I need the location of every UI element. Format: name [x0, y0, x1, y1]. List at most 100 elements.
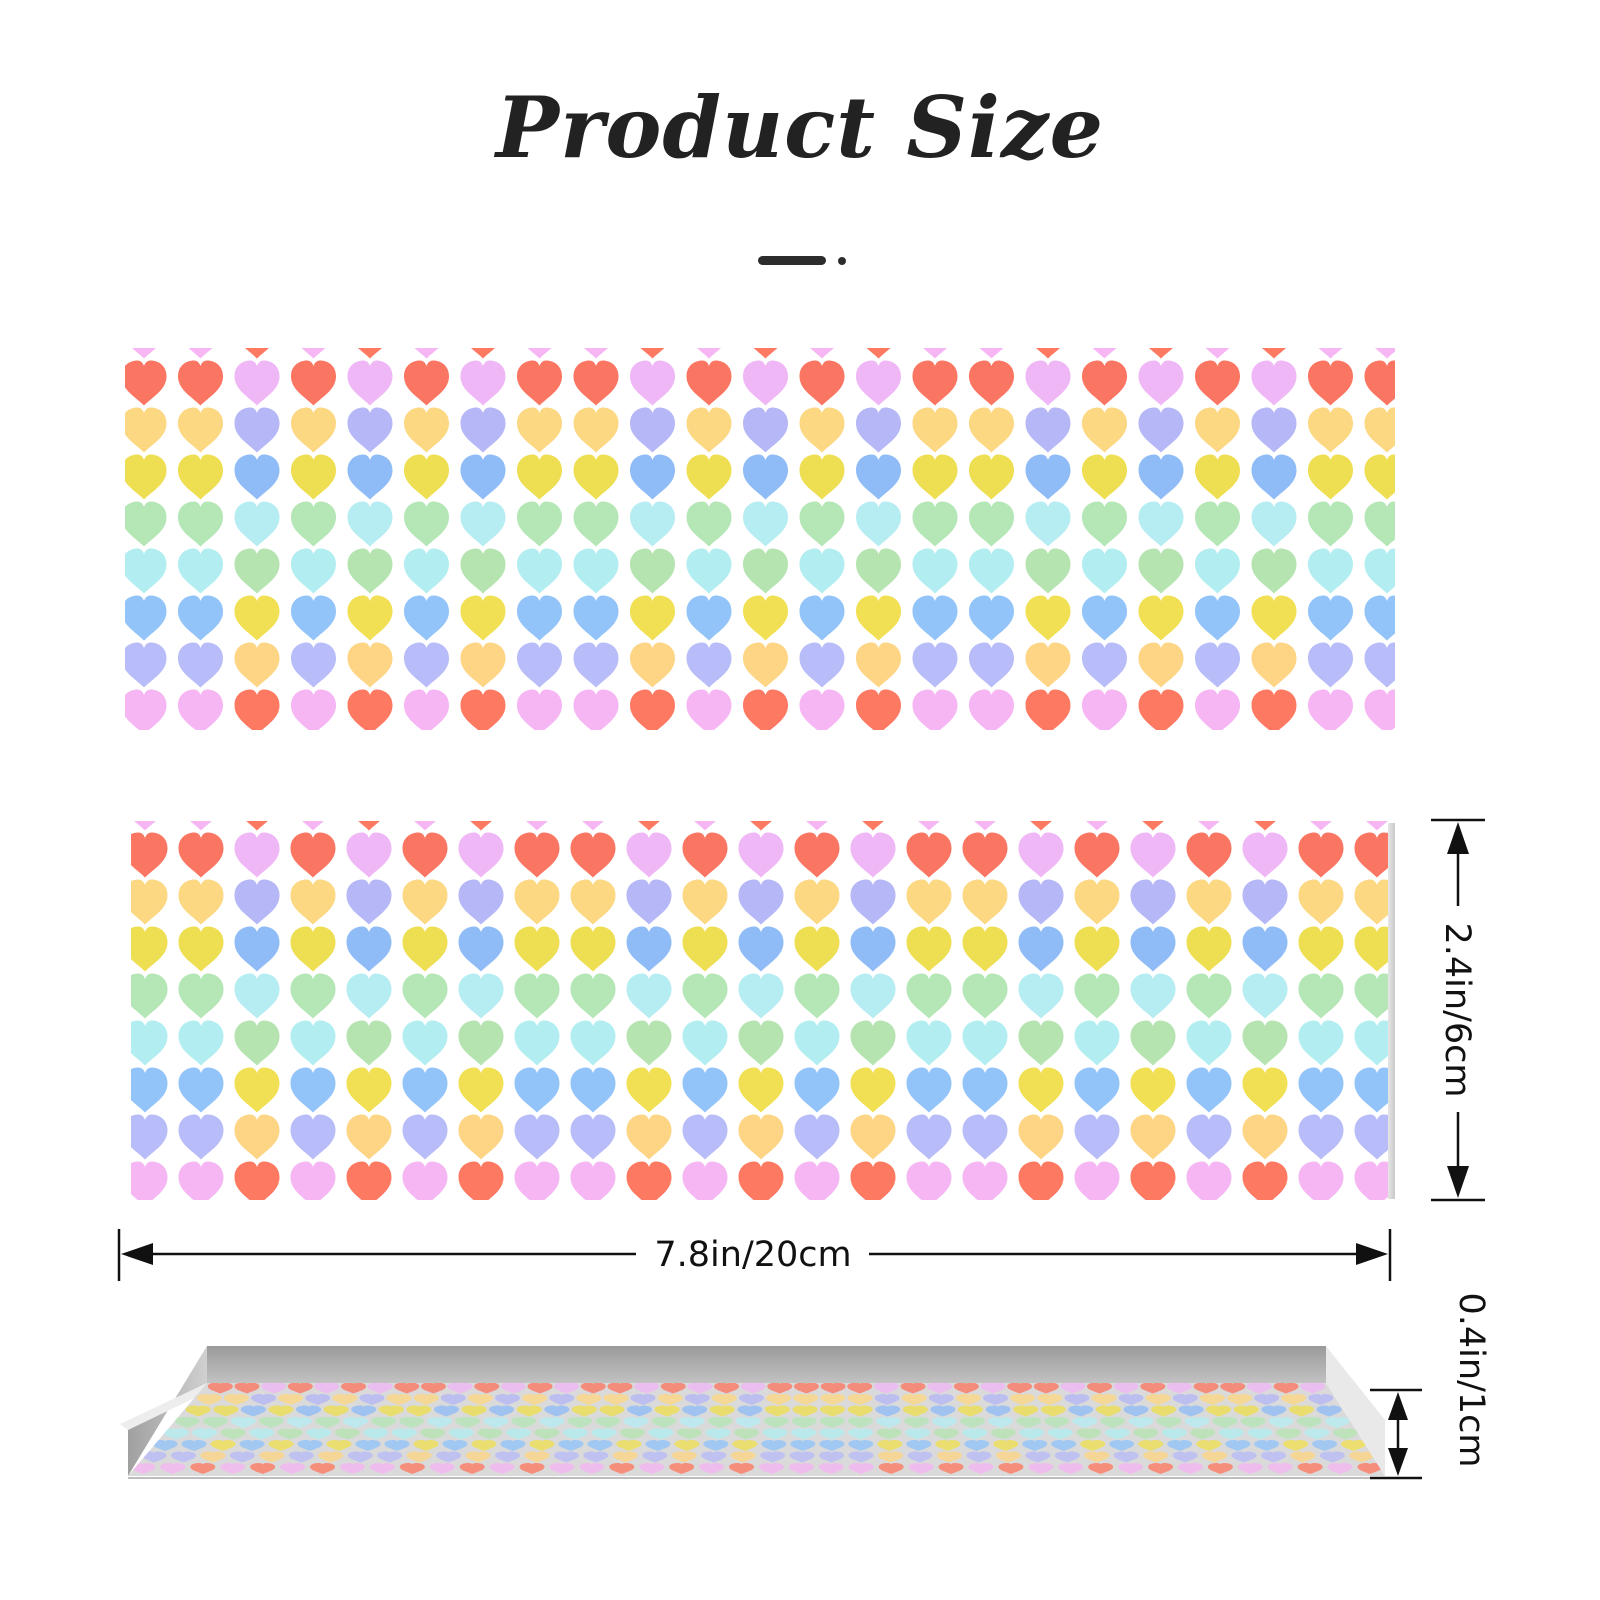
pattern-heart: [460, 689, 506, 730]
pattern-heart: [912, 595, 958, 641]
pattern-heart: [856, 548, 901, 594]
pattern-heart: [514, 926, 560, 972]
pattern-heart: [460, 642, 506, 688]
floor-heart: [413, 1394, 439, 1405]
pattern-heart: [1364, 501, 1395, 547]
floor-heart: [1138, 1440, 1164, 1451]
floor-heart: [529, 1440, 555, 1451]
floor-heart: [1319, 1451, 1345, 1463]
pattern-heart: [969, 548, 1014, 594]
pattern-heart: [514, 1020, 560, 1066]
floor-heart: [701, 1451, 727, 1463]
pattern-heart: [640, 348, 665, 359]
pattern-heart: [573, 595, 619, 641]
pattern-heart: [856, 454, 901, 500]
pattern-heart: [738, 926, 784, 972]
pattern-heart: [460, 407, 506, 453]
pattern-heart: [570, 832, 616, 878]
floor-heart: [737, 1405, 763, 1417]
pattern-heart: [850, 926, 896, 972]
floor-heart: [1349, 1451, 1375, 1463]
floor-heart: [1022, 1440, 1048, 1451]
pattern-heart: [1138, 407, 1184, 453]
floor-heart: [878, 1463, 904, 1474]
pattern-heart: [1195, 548, 1240, 594]
floor-heart: [645, 1440, 671, 1451]
pattern-heart: [1130, 973, 1176, 1019]
pattern-heart: [856, 501, 901, 547]
floor-heart: [369, 1463, 395, 1474]
pattern-heart: [962, 832, 1008, 878]
pattern-heart: [1195, 454, 1240, 500]
floor-heart: [1268, 1417, 1294, 1428]
floor-heart: [627, 1405, 653, 1417]
pattern-heart: [573, 407, 619, 453]
floor-heart: [791, 1417, 817, 1428]
floor-heart: [280, 1463, 306, 1474]
pattern-heart: [178, 501, 223, 547]
product-front-view: [131, 821, 1390, 1200]
pattern-heart: [1186, 879, 1232, 925]
pattern-heart: [738, 1114, 784, 1160]
floor-heart: [240, 1405, 266, 1417]
floor-heart: [377, 1451, 403, 1463]
floor-heart: [394, 1383, 420, 1394]
pattern-heart: [1018, 1067, 1064, 1113]
pattern-heart: [514, 973, 560, 1019]
pattern-heart: [626, 1114, 672, 1160]
floor-heart: [1246, 1383, 1272, 1394]
depth-dimension: 0.4in/1cm: [1370, 1293, 1491, 1480]
pattern-heart: [290, 832, 336, 878]
pattern-heart: [131, 973, 168, 1019]
floor-heart: [500, 1440, 526, 1451]
pattern-heart: [346, 879, 392, 925]
floor-heart: [339, 1463, 365, 1474]
floor-heart: [1087, 1383, 1113, 1394]
floor-heart: [223, 1394, 249, 1405]
floor-heart: [583, 1451, 609, 1463]
floor-heart: [591, 1428, 617, 1440]
pattern-heart: [1375, 348, 1395, 359]
pattern-heart: [850, 1161, 896, 1200]
floor-heart: [213, 1405, 239, 1417]
floor-heart: [1240, 1417, 1266, 1428]
width-label: 7.8in/20cm: [654, 1235, 851, 1275]
pattern-heart: [573, 642, 619, 688]
pattern-heart: [962, 879, 1008, 925]
pattern-heart: [794, 926, 840, 972]
floor-heart: [1304, 1428, 1330, 1440]
pattern-heart: [1082, 407, 1127, 453]
floor-heart: [988, 1417, 1014, 1428]
floor-heart: [170, 1451, 196, 1463]
floor-heart: [760, 1451, 786, 1463]
floor-heart: [730, 1451, 756, 1463]
pattern-heart: [573, 501, 619, 547]
floor-heart: [1227, 1394, 1253, 1405]
pattern-heart: [799, 595, 845, 641]
pattern-heart: [178, 973, 224, 1019]
floor-heart: [1060, 1383, 1086, 1394]
floor-heart: [734, 1428, 760, 1440]
pattern-heart: [470, 821, 492, 831]
floor-heart: [819, 1417, 845, 1428]
pattern-heart: [738, 1020, 784, 1066]
floor-heart: [259, 1451, 285, 1463]
pattern-heart: [514, 832, 560, 878]
pattern-heart: [743, 689, 788, 730]
pattern-heart: [290, 926, 336, 972]
floor-heart: [1184, 1417, 1210, 1428]
pattern-heart: [514, 1114, 560, 1160]
floor-heart: [367, 1383, 393, 1394]
pattern-heart: [404, 407, 449, 453]
floor-heart: [932, 1417, 958, 1428]
floor-heart: [230, 1417, 256, 1428]
pattern-heart: [1242, 879, 1288, 925]
pattern-heart: [1298, 1020, 1344, 1066]
pattern-heart: [1308, 689, 1353, 730]
pattern-heart: [402, 832, 448, 878]
floor-heart: [384, 1440, 410, 1451]
floor-heart: [735, 1417, 761, 1428]
pattern-heart: [188, 348, 213, 359]
pattern-heart: [1138, 595, 1184, 641]
pattern-heart: [743, 642, 788, 688]
